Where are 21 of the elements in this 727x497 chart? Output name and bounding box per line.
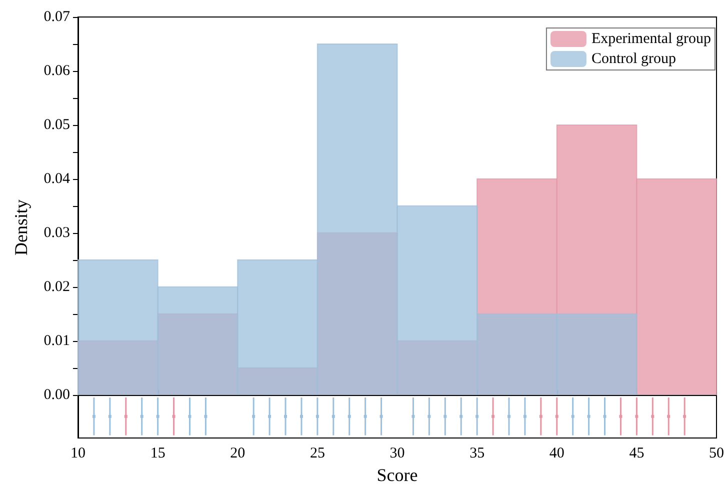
x-tick-label: 50 xyxy=(709,446,724,462)
legend-label: Experimental group xyxy=(591,31,711,47)
x-tick-label: 35 xyxy=(470,446,485,462)
y-tick-label: 0.05 xyxy=(44,116,70,133)
legend-label: Control group xyxy=(591,51,676,67)
x-tick-label: 10 xyxy=(70,446,86,462)
y-tick-label: 0.00 xyxy=(44,386,70,403)
x-tick-label: 30 xyxy=(390,446,405,462)
x-tick-label: 25 xyxy=(310,446,325,462)
y-tick-label: 0.04 xyxy=(44,170,70,187)
y-tick-label: 0.03 xyxy=(44,224,70,241)
x-tick-label: 20 xyxy=(230,446,246,462)
y-tick-label: 0.07 xyxy=(44,9,70,25)
x-tick-label: 15 xyxy=(150,446,166,462)
y-axis-title: Density xyxy=(11,200,31,256)
x-axis-title: Score xyxy=(376,464,418,485)
y-tick-label: 0.06 xyxy=(44,62,70,79)
x-tick-label: 45 xyxy=(629,446,644,462)
y-tick-label: 0.01 xyxy=(44,332,70,349)
y-tick-label: 0.02 xyxy=(44,278,70,295)
x-tick-label: 40 xyxy=(549,446,564,462)
